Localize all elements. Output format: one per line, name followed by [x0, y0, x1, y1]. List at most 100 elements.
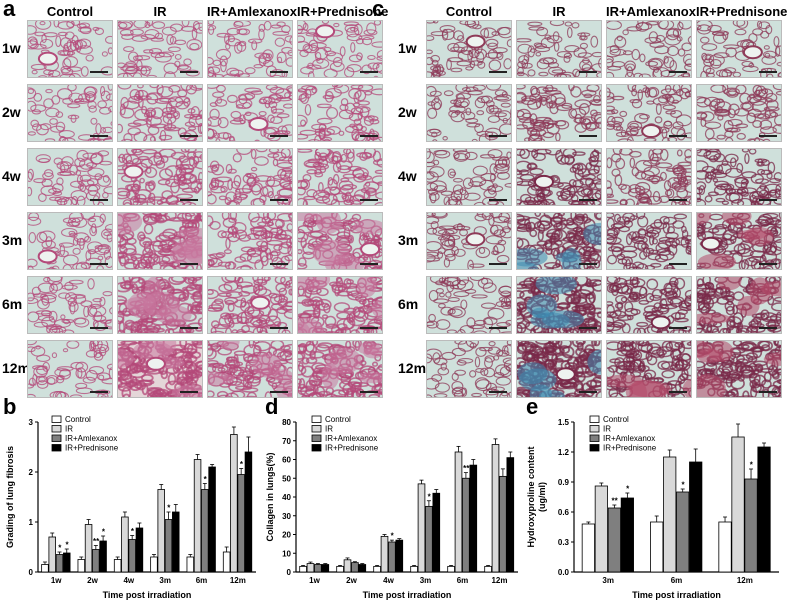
scale-bar	[270, 391, 288, 393]
scale-bar	[360, 71, 378, 73]
scale-bar	[579, 263, 597, 265]
bar	[172, 511, 180, 573]
significance-marker: *	[391, 532, 395, 541]
bar	[358, 564, 367, 573]
bar	[491, 444, 500, 573]
micrograph-tile	[606, 84, 692, 142]
scale-bar	[489, 391, 507, 393]
row-label: 2w	[398, 104, 417, 120]
micrograph-tile	[297, 20, 383, 78]
x-axis-label: Time post irradiation	[632, 590, 721, 600]
bar	[388, 541, 396, 573]
x-tick-label: 1w	[309, 576, 320, 585]
bar	[689, 461, 703, 573]
bar	[676, 491, 690, 573]
bar	[425, 505, 433, 573]
significance-marker: *	[131, 527, 135, 536]
legend-swatch	[589, 434, 600, 442]
legend-label: Control	[325, 415, 351, 424]
micrograph-tile	[606, 212, 692, 270]
bar	[380, 535, 389, 573]
significance-marker: *	[428, 492, 432, 501]
column-header: Control	[46, 4, 94, 19]
micrograph-tile	[516, 212, 602, 270]
bar	[99, 540, 107, 573]
micrograph-tile	[606, 20, 692, 78]
scale-bar	[669, 199, 687, 201]
y-tick-label: 0.9	[558, 478, 570, 487]
y-axis-label: (ug/ml)	[537, 482, 547, 512]
significance-marker: **	[463, 464, 470, 473]
scale-bar	[579, 391, 597, 393]
x-axis-label: Time post irradiation	[103, 590, 192, 600]
bar	[462, 477, 470, 573]
scale-bar	[270, 199, 288, 201]
bar	[186, 556, 195, 573]
scale-bar	[180, 263, 198, 265]
bar	[718, 521, 732, 573]
micrograph-tile	[27, 340, 113, 398]
bar	[484, 565, 492, 573]
legend-label: IR+Prednisone	[65, 444, 119, 453]
bar	[237, 474, 245, 573]
micrograph-tile	[696, 84, 782, 142]
scale-bar	[669, 327, 687, 329]
scale-bar	[360, 263, 378, 265]
scale-bar	[270, 327, 288, 329]
bar	[663, 456, 677, 573]
bar	[41, 564, 49, 573]
bar	[447, 565, 455, 573]
bar	[432, 492, 441, 573]
scale-bar	[759, 263, 777, 265]
micrograph-tile	[207, 212, 293, 270]
scale-bar	[759, 391, 777, 393]
legend-swatch	[51, 434, 62, 442]
x-tick-label: 3m	[602, 576, 614, 585]
legend-swatch	[311, 434, 322, 442]
significance-marker: *	[626, 485, 630, 494]
micrograph-tile	[207, 340, 293, 398]
significance-marker: *	[204, 475, 208, 484]
x-axis-label: Time post irradiation	[363, 590, 452, 600]
scale-bar	[759, 327, 777, 329]
y-tick-label: 0.6	[558, 508, 570, 517]
bar	[55, 554, 64, 573]
column-header: IR+Prednisone	[696, 4, 787, 19]
column-header: IR+Prednisone	[297, 4, 389, 19]
bar	[113, 559, 122, 573]
legend-label: IR+Amlexanox	[325, 434, 377, 443]
scale-bar	[489, 263, 507, 265]
y-tick-label: 3	[29, 418, 34, 427]
bar	[417, 483, 426, 573]
x-tick-label: 12m	[737, 576, 753, 585]
legend-swatch	[51, 425, 62, 433]
legend-swatch	[589, 415, 600, 423]
scale-bar	[360, 327, 378, 329]
significance-marker: *	[66, 541, 70, 550]
scale-bar	[90, 135, 108, 137]
scale-bar	[579, 71, 597, 73]
bar	[744, 478, 758, 573]
micrograph-tile	[606, 276, 692, 334]
scale-bar	[270, 135, 288, 137]
micrograph-tile	[426, 20, 512, 78]
bar	[620, 497, 634, 573]
bar	[454, 451, 463, 573]
bar	[607, 507, 621, 573]
scale-bar	[180, 135, 198, 137]
micrograph-tile	[426, 276, 512, 334]
y-tick-label: 0	[287, 568, 292, 577]
bar	[84, 524, 93, 573]
micrograph-tile	[117, 276, 203, 334]
legend-label: IR	[65, 425, 73, 434]
significance-marker: *	[102, 528, 106, 537]
x-tick-label: 2w	[346, 576, 357, 585]
x-tick-label: 2w	[87, 576, 98, 585]
micrograph-tile	[117, 340, 203, 398]
bar	[230, 434, 238, 573]
y-tick-label: 50	[282, 474, 291, 483]
bar	[351, 562, 359, 573]
y-tick-label: 80	[282, 418, 291, 427]
bar	[594, 485, 608, 573]
significance-marker: *	[750, 461, 754, 470]
